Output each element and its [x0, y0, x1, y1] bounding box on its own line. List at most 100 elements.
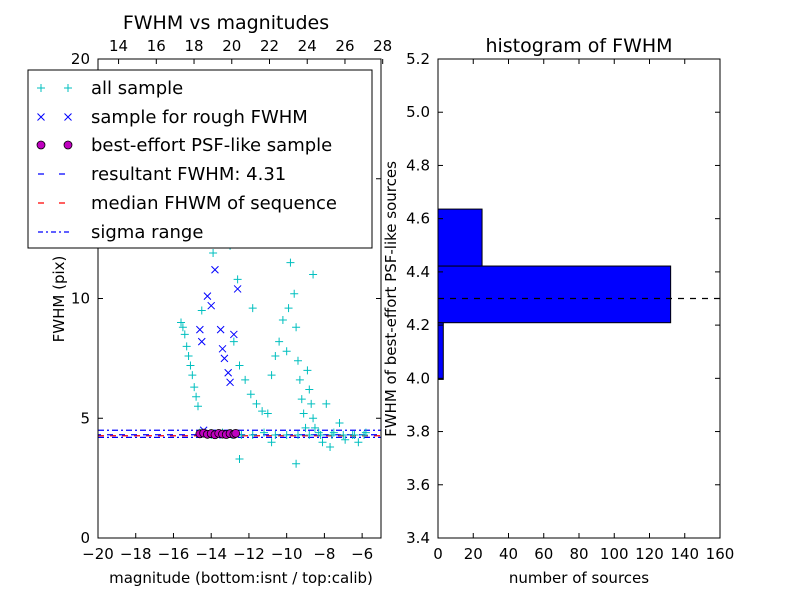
right-xtick-label: 140 — [670, 545, 699, 563]
rough-sample-point — [211, 265, 219, 274]
all-sample-point — [192, 392, 201, 401]
all-sample-point — [184, 351, 193, 360]
all-sample-point — [310, 423, 319, 432]
rough-sample-point — [229, 330, 238, 339]
legend-label-all-sample: all sample — [91, 78, 183, 99]
all-sample-point — [295, 375, 304, 384]
left-xlabel: magnitude (bottom:isnt / top:calib) — [109, 569, 373, 587]
legend-box — [27, 69, 373, 249]
right-xtick-label: 40 — [499, 545, 518, 563]
all-sample-point — [305, 385, 314, 394]
right-ytick-label: 5.2 — [406, 50, 430, 68]
all-sample-point — [235, 361, 244, 370]
legend-label-sigma-range: sigma range — [91, 222, 203, 243]
all-sample-point — [290, 289, 299, 298]
all-sample-point — [350, 431, 359, 440]
all-sample-point — [341, 435, 350, 444]
all-sample-point — [318, 438, 327, 447]
all-sample-point — [305, 431, 314, 440]
left-ytick-label: 0 — [80, 529, 90, 547]
legend-label-median-fwhm: median FHWM of sequence — [91, 193, 337, 214]
all-sample-point — [197, 306, 206, 315]
all-sample-point — [180, 330, 189, 339]
rough-sample-point — [197, 337, 206, 346]
left-ytick-label: 10 — [71, 290, 90, 308]
rough-sample-point — [196, 325, 204, 334]
rough-sample-point — [203, 292, 212, 300]
left-ylabel: FWHM (pix) — [50, 256, 68, 343]
left-xtick-label: −20 — [82, 545, 114, 563]
all-sample-point — [229, 337, 238, 346]
top-xtick-label: 14 — [109, 37, 128, 55]
right-ytick-label: 3.8 — [406, 423, 430, 441]
legend-swatch-rough-sample — [37, 113, 45, 121]
top-xtick-label: 16 — [147, 37, 166, 55]
left-xtick-label: −8 — [313, 545, 335, 563]
legend-label-resultant-fwhm: resultant FWHM: 4.31 — [91, 164, 286, 185]
all-sample-point — [258, 407, 267, 416]
legend-swatch-rough-sample — [64, 113, 72, 121]
all-sample-point — [267, 438, 276, 447]
rough-sample-point — [216, 325, 225, 334]
all-sample-point — [278, 316, 287, 325]
legend-swatch-psf-sample — [36, 140, 46, 150]
left-xtick-label: −14 — [195, 545, 227, 563]
all-sample-point — [309, 414, 318, 423]
top-xtick-label: 20 — [222, 37, 241, 55]
right-panel: histogram of FWHM 0 20 40 60 80 100 120 140 160 3… — [382, 35, 734, 587]
legend-label-psf-sample: best-effort PSF-like sample — [91, 135, 332, 156]
histogram-bar — [437, 208, 483, 267]
top-xtick-label: 18 — [184, 37, 203, 55]
left-xtick-label: −12 — [233, 545, 265, 563]
left-panel: FWHM vs magnitudes −20 −18 −16 −14 −12 −10 −8−… — [27, 12, 392, 587]
all-sample-point — [293, 431, 302, 440]
legend-swatch-all-sample — [37, 84, 45, 92]
all-sample-point — [307, 399, 316, 408]
all-sample-point — [248, 431, 257, 440]
all-sample-point — [182, 342, 191, 351]
all-sample-point — [316, 431, 325, 440]
all-sample-point — [327, 431, 336, 440]
legend: all sample sample for rough FWHM best-ef… — [27, 69, 373, 249]
all-sample-point — [267, 371, 276, 380]
right-plot-area — [437, 208, 720, 380]
top-xtick-label: 22 — [260, 37, 279, 55]
all-sample-point — [292, 459, 301, 468]
left-xtick-label: −18 — [120, 545, 152, 563]
left-xtick-label: −6 — [351, 545, 373, 563]
right-ytick-label: 3.6 — [406, 476, 430, 494]
psf-sample-point — [231, 428, 241, 438]
right-ylabel: FWHM of best-effort PSF-like sources — [382, 161, 400, 437]
right-xtick-label: 160 — [706, 545, 735, 563]
all-sample-point — [178, 323, 187, 332]
all-sample-point — [271, 431, 280, 440]
all-sample-point — [241, 375, 250, 384]
all-sample-point — [360, 431, 369, 440]
left-ytick-label: 5 — [80, 409, 90, 427]
top-xtick-label: 24 — [298, 37, 317, 55]
left-title: FWHM vs magnitudes — [123, 12, 329, 34]
legend-swatches — [36, 84, 73, 233]
right-xtick-label: 60 — [534, 545, 553, 563]
rough-sample-point — [220, 354, 229, 363]
all-sample-point — [193, 402, 202, 411]
all-sample-point — [190, 383, 199, 392]
all-sample-point — [233, 275, 242, 284]
all-sample-point — [275, 337, 284, 346]
all-sample-point — [284, 304, 293, 313]
all-sample-point — [292, 323, 301, 332]
rough-sample-point — [233, 285, 242, 293]
all-sample-point — [301, 423, 310, 432]
left-xtick-label: −16 — [158, 545, 190, 563]
histogram-bar — [437, 265, 672, 324]
all-sample-point — [297, 395, 306, 404]
rough-sample-point — [218, 344, 227, 353]
right-ytick-label: 4.0 — [406, 369, 430, 387]
legend-swatch-psf-sample — [63, 140, 73, 150]
all-sample-point — [177, 318, 186, 327]
right-xlabel: number of sources — [509, 569, 649, 587]
all-sample-point — [299, 409, 308, 418]
right-xtick-label: 20 — [464, 545, 483, 563]
all-sample-point — [303, 366, 312, 375]
